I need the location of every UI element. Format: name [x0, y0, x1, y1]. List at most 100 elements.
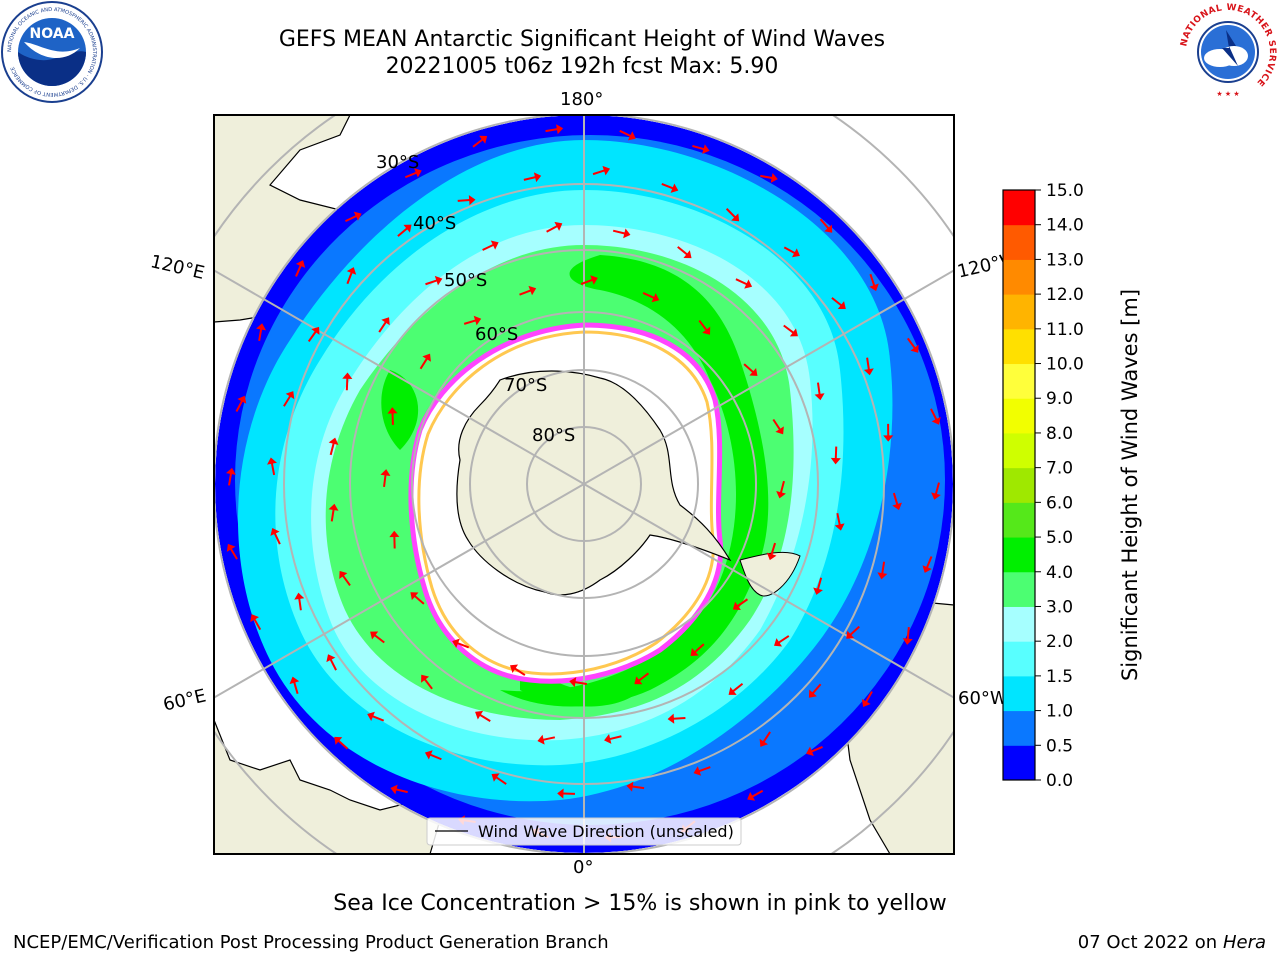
wave-arrow-head: [380, 469, 391, 477]
wave-arrow-head: [339, 570, 348, 580]
wave-arrow-head: [328, 437, 339, 445]
footer-host: Hera: [1222, 932, 1266, 953]
wave-arrow-head: [747, 792, 756, 801]
colorbar-tick-label: 5.0: [1046, 528, 1073, 548]
wave-arrow-shaft: [542, 736, 556, 741]
wave-arrow-shaft: [423, 678, 433, 690]
wave-arrow-shaft: [523, 176, 536, 181]
wave-arrow-shaft: [819, 218, 830, 229]
lon-label-60w: 60°W: [958, 688, 1008, 709]
wave-arrow-shaft: [342, 575, 351, 586]
wave-arrow-head: [791, 248, 800, 258]
colorbar-tick-label: 1.0: [1046, 702, 1073, 722]
wave-arrow-head: [421, 674, 430, 683]
wave-arrow-shaft: [337, 739, 349, 750]
lat-label-40s: 40°S: [413, 213, 457, 234]
wave-arrow-head: [387, 407, 398, 414]
wave-arrow-shaft: [849, 625, 860, 636]
wave-arrow-head: [452, 638, 460, 649]
wave-arrow-head: [267, 457, 277, 465]
wave-arrow-shaft: [783, 246, 796, 254]
wave-arrow-shaft: [472, 138, 484, 148]
wave-arrow-head: [390, 784, 398, 795]
wave-arrow-head: [702, 144, 710, 154]
colorbar-cell: [1003, 606, 1035, 642]
sea-ice-note: Sea Ice Concentration > 15% is shown in …: [333, 891, 947, 916]
wave-arrow-head: [590, 275, 598, 285]
wave-arrow-shaft: [930, 408, 938, 421]
wave-arrow-shaft: [892, 492, 899, 505]
wave-arrow-shaft: [831, 297, 842, 307]
colorbar-cell: [1003, 259, 1035, 295]
wave-arrow-shaft: [346, 272, 353, 285]
wave-arrow-shaft: [574, 681, 587, 685]
colorbar-tick-label: 4.0: [1046, 563, 1073, 583]
wave-arrow-shaft: [546, 225, 558, 233]
colorbar-cell: [1003, 328, 1035, 365]
colorbar-tick-label: 7.0: [1046, 459, 1073, 479]
wave-arrow-shaft: [661, 182, 674, 190]
noaa-logo: NATIONAL OCEANIC AND ATMOSPHERIC ADMINIS…: [1, 1, 103, 103]
colorbar-cell: [1003, 641, 1035, 677]
wave-arrow-head: [770, 172, 778, 183]
colorbar-tick-label: 3.0: [1046, 597, 1073, 617]
wave-arrow-head: [556, 124, 564, 135]
nws-logo: NATIONAL WEATHER SERVICE ★ ★ ★: [1179, 2, 1277, 98]
wave-arrow-shaft: [592, 169, 605, 176]
wave-arrow-shaft: [737, 598, 749, 607]
wave-arrow-head: [824, 224, 833, 233]
wave-arrow-shaft: [677, 246, 688, 256]
lat-label-80s: 80°S: [532, 425, 576, 446]
wave-arrow-shaft: [865, 691, 873, 703]
wave-arrow-head: [422, 353, 431, 362]
wave-arrow-head: [424, 750, 433, 760]
wave-arrow-shaft: [783, 324, 794, 334]
wave-arrow-shaft: [457, 199, 470, 202]
wave-arrow-shaft: [725, 208, 736, 218]
wave-arrow-head: [690, 648, 699, 657]
lat-label-60s: 60°S: [475, 324, 519, 345]
wave-arrow-shaft: [482, 243, 494, 251]
wave-arrow-shaft: [495, 776, 507, 785]
wave-arrow-head: [693, 766, 702, 776]
wave-arrow-head: [732, 601, 741, 610]
colorbar-tick-label: 8.0: [1046, 424, 1073, 444]
wave-arrow-shaft: [619, 129, 631, 137]
wave-arrow-head: [702, 326, 711, 335]
wave-arrow-head: [806, 746, 814, 756]
wave-arrow-shaft: [770, 542, 777, 555]
wave-arrow-head: [670, 183, 679, 193]
wave-arrow-shaft: [404, 171, 417, 179]
wave-arrow-shaft: [383, 474, 387, 487]
wave-arrow-head: [834, 523, 845, 531]
wave-arrow-head: [813, 587, 823, 595]
wave-arrow-head: [846, 630, 855, 639]
wave-arrow-head: [922, 565, 932, 573]
wave-arrow-shaft: [612, 229, 626, 235]
wave-arrow-shaft: [397, 227, 408, 237]
wave-arrow-head: [877, 572, 888, 580]
wave-arrow-head: [434, 275, 443, 286]
wave-arrow-head: [863, 368, 874, 376]
colorbar-tick-label: 15.0: [1046, 181, 1084, 201]
lat-label-70s: 70°S: [504, 375, 548, 396]
wave-arrow-head: [537, 734, 545, 745]
wave-arrow-shaft: [463, 319, 476, 325]
wave-arrow-head: [250, 614, 260, 623]
wave-arrow-shaft: [934, 482, 940, 495]
wave-arrow-head: [491, 773, 500, 782]
colorbar-tick-label: 2.0: [1046, 632, 1073, 652]
wave-arrow-shaft: [307, 331, 317, 342]
wave-arrow-shaft: [429, 753, 442, 761]
wave-arrow-shaft: [414, 595, 425, 605]
wave-arrow-shaft: [869, 273, 876, 286]
wave-arrow-head: [902, 638, 913, 645]
map-legend: Wind Wave Direction (unscaled): [426, 817, 742, 846]
colorbar-tick-label: 11.0: [1046, 320, 1084, 340]
wave-arrow-shaft: [330, 509, 335, 522]
colorbar-tick-label: 9.0: [1046, 389, 1073, 409]
wave-arrow-head: [533, 172, 542, 183]
map-subtitle: 20221005 t06z 192h fcst Max: 5.90: [385, 54, 779, 79]
wave-arrow-shaft: [329, 442, 335, 456]
wave-height-field: [215, 115, 953, 853]
